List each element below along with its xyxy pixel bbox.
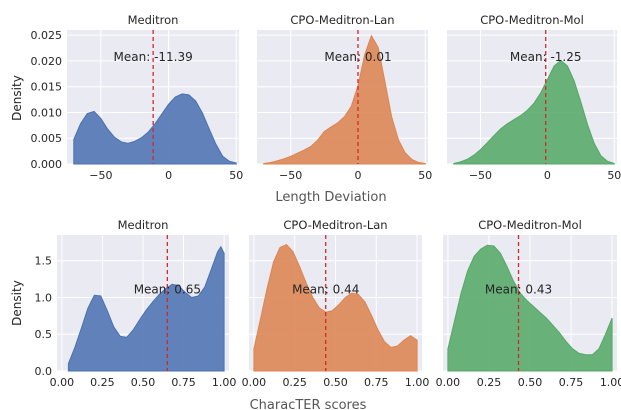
r2c1-y-tick-label: 0.0	[35, 365, 53, 378]
r2c2-panel: Mean: 0.44 CPO-Meditron-Lan 0.00 0.25 0.50 0.…	[242, 218, 430, 389]
r2c1-y-tick-label: 1.5	[35, 255, 53, 268]
r1c2-mean-label: Mean: 0.01	[324, 50, 391, 64]
r1c1-title: Meditron	[128, 13, 179, 27]
r2c3-x-tick-label: 0.00	[436, 376, 461, 389]
r2c1-x-tick-label: 0.75	[171, 376, 196, 389]
row2-ylabel: Density	[10, 280, 24, 326]
r1c2-density-area	[263, 34, 426, 165]
r2c1-density-area	[67, 245, 225, 372]
r1c1-y-tick-label: 0.005	[31, 132, 63, 145]
r2c1-title: Meditron	[118, 218, 169, 232]
r2c1-x-tick-label: 0.50	[131, 376, 156, 389]
r2c1-x-tick-label: 1.00	[212, 376, 237, 389]
r1c3-x-tick-label: 50	[607, 169, 621, 182]
r2c2-mean-label: Mean: 0.44	[292, 282, 359, 296]
r2c2-density-area	[253, 243, 418, 372]
r2c3-density-area	[447, 244, 613, 372]
r1c2-x-tick-label: 0	[354, 169, 361, 182]
r2c2-x-tick-label: 1.00	[405, 376, 430, 389]
r1c2-title: CPO-Meditron-Lan	[290, 13, 394, 27]
r1c1-y-tick-label: 0.020	[31, 55, 63, 68]
r1c1-mean-label: Mean: -11.39	[114, 50, 193, 64]
r2c1-x-tick-label: 0.25	[90, 376, 115, 389]
r1c1-x-tick-label: 0	[165, 169, 172, 182]
r1c1-x-tick-label: −50	[89, 169, 112, 182]
r1c3-x-tick-label: −50	[469, 169, 492, 182]
r2c1-mean-label: Mean: 0.65	[134, 282, 201, 296]
r1c1-panel: Mean: -11.39 Meditron −50 0 50 0.000 0.005 0.01…	[31, 13, 244, 182]
r2c2-title: CPO-Meditron-Lan	[283, 218, 387, 232]
r2c3-x-tick-label: 0.50	[518, 376, 543, 389]
r2c3-x-tick-label: 0.25	[477, 376, 502, 389]
r1c3-mean-label: Mean: -1.25	[510, 50, 582, 64]
r1c3-title: CPO-Meditron-Mol	[480, 13, 584, 27]
r1c1-y-tick-label: 0.025	[31, 29, 63, 42]
r2c2-x-tick-label: 0.25	[282, 376, 307, 389]
r2c3-panel: Mean: 0.43 CPO-Meditron-Mol 0.00 0.25 0.50 0.…	[436, 218, 621, 389]
r2c1-x-tick-label: 0.00	[50, 376, 75, 389]
r1c1-x-tick-label: 50	[229, 169, 243, 182]
r1c3-x-tick-label: 0	[544, 169, 551, 182]
r2c2-x-tick-label: 0.00	[242, 376, 267, 389]
r2c2-x-tick-label: 0.50	[323, 376, 348, 389]
r2c3-x-tick-label: 0.75	[559, 376, 584, 389]
r2c2-x-tick-label: 0.75	[364, 376, 389, 389]
r2c1-panel: Mean: 0.65 Meditron 0.00 0.25 0.50 0.75 1.00 0.…	[35, 218, 237, 389]
r1c3-panel: Mean: -1.25 CPO-Meditron-Mol −50 0 50	[447, 13, 621, 182]
r2c3-mean-label: Mean: 0.43	[485, 282, 552, 296]
row1-xlabel: Length Deviation	[275, 190, 386, 205]
row2-xlabel: CharacTER scores	[250, 398, 367, 410]
r1c1-y-tick-label: 0.015	[31, 81, 63, 94]
r1c2-x-tick-label: 50	[418, 169, 432, 182]
r1c3-density-area	[453, 59, 615, 165]
r1c2-panel: Mean: 0.01 CPO-Meditron-Lan −50 0 50	[257, 13, 432, 182]
r1c1-y-tick-label: 0.010	[31, 106, 63, 119]
r2c1-y-tick-label: 1.0	[35, 291, 53, 304]
r1c1-y-tick-label: 0.000	[31, 158, 63, 171]
r1c2-x-tick-label: −50	[279, 169, 302, 182]
row1-ylabel: Density	[10, 75, 24, 121]
r2c3-title: CPO-Meditron-Mol	[478, 218, 582, 232]
r2c1-y-tick-label: 0.5	[35, 328, 53, 341]
r2c3-x-tick-label: 1.00	[600, 376, 621, 389]
r1c1-density-area	[73, 93, 237, 165]
